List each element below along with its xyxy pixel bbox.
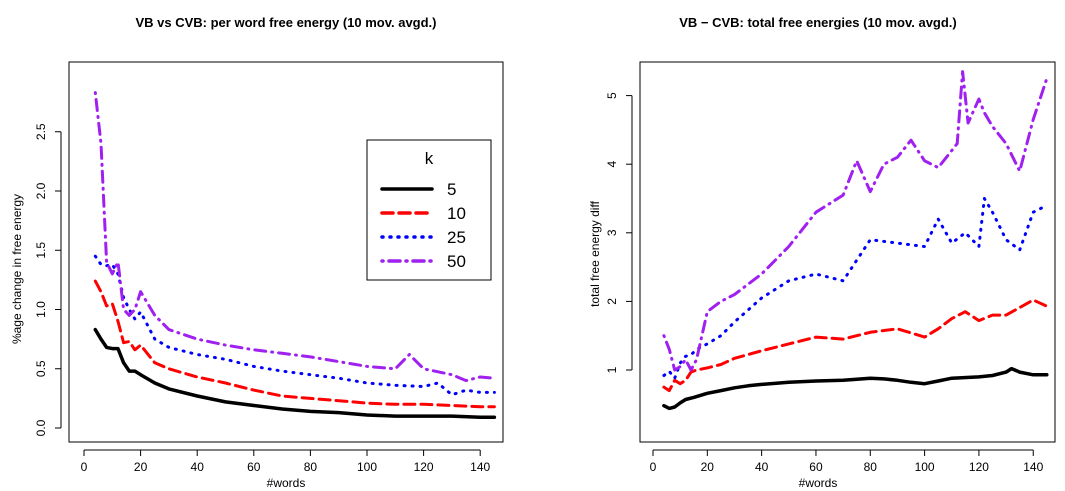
y-tick-label: 5	[605, 92, 619, 99]
series-line-k5	[662, 366, 1049, 411]
chart-left-xlabel: #words	[267, 476, 306, 490]
x-tick-label: 80	[864, 460, 878, 474]
chart-left-title: VB vs CVB: per word free energy (10 mov.…	[135, 15, 436, 30]
x-tick-label: 120	[969, 460, 989, 474]
chart-left-series	[93, 91, 497, 420]
chart-left-y-axis: 0.0 0.5 1.0 1.5 2.0 2.5	[34, 123, 62, 436]
legend-label-k50: 50	[447, 252, 466, 271]
legend: k 5 10 25 50	[366, 139, 492, 281]
series-line-k10	[662, 298, 1049, 393]
y-tick-label: 0.5	[34, 360, 48, 377]
x-tick-label: 0	[81, 460, 88, 474]
y-tick-label: 1.5	[34, 242, 48, 259]
x-tick-label: 60	[247, 460, 261, 474]
x-tick-label: 20	[701, 460, 715, 474]
series-line-k50	[93, 91, 496, 383]
y-tick-label: 2	[605, 298, 619, 305]
y-tick-label: 3	[605, 229, 619, 236]
chart-right-xlabel: #words	[799, 476, 838, 490]
legend-label-k25: 25	[447, 228, 466, 247]
y-tick-label: 2.5	[34, 123, 48, 140]
x-tick-label: 40	[755, 460, 769, 474]
chart-right-series	[662, 70, 1049, 411]
chart-left-plot-box	[68, 61, 504, 443]
legend-title: k	[425, 149, 434, 168]
chart-right-y-axis: 1 2 3 4 5	[605, 92, 633, 373]
series-line-k5	[93, 327, 497, 420]
legend-label-k5: 5	[447, 180, 456, 199]
series-line-k10	[93, 279, 496, 409]
chart-right: VB − CVB: total free energies (10 mov. a…	[588, 15, 1056, 490]
x-tick-label: 20	[134, 460, 148, 474]
chart-right-x-axis: 0 20 40 60 80 100 120 140	[650, 449, 1044, 474]
x-tick-label: 60	[809, 460, 823, 474]
chart-left: VB vs CVB: per word free energy (10 mov.…	[10, 15, 504, 490]
chart-left-ylabel: %age change in free energy	[10, 194, 24, 344]
chart-right-title: VB − CVB: total free energies (10 mov. a…	[679, 15, 957, 30]
chart-right-plot-box	[639, 61, 1056, 443]
x-tick-label: 100	[357, 460, 377, 474]
y-tick-label: 1.0	[34, 301, 48, 318]
series-line-k25	[662, 197, 1049, 380]
x-tick-label: 40	[191, 460, 205, 474]
x-tick-label: 80	[304, 460, 318, 474]
legend-label-k10: 10	[447, 204, 466, 223]
legend-items: 5 10 25 50	[380, 180, 466, 271]
y-tick-label: 1	[605, 366, 619, 373]
x-tick-label: 120	[414, 460, 434, 474]
y-tick-label: 2.0	[34, 182, 48, 199]
chart-right-ylabel: total free energy diff	[588, 200, 602, 307]
chart-left-x-axis: 0 20 40 60 80 100 120 140	[81, 449, 491, 474]
x-tick-label: 100	[915, 460, 935, 474]
y-tick-label: 4	[605, 161, 619, 168]
y-tick-label: 0.0	[34, 419, 48, 436]
series-line-k50	[662, 70, 1049, 372]
legend-box	[366, 139, 492, 281]
x-tick-label: 140	[470, 460, 490, 474]
x-tick-label: 140	[1023, 460, 1043, 474]
x-tick-label: 0	[650, 460, 657, 474]
